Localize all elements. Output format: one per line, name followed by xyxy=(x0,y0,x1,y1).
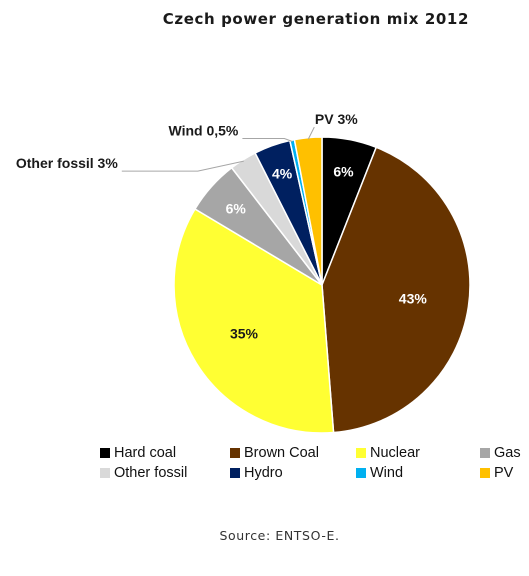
legend-swatch xyxy=(356,448,366,458)
pie-slice-nuclear xyxy=(173,207,335,434)
legend-swatch xyxy=(230,448,240,458)
slice-label-gas: 6% xyxy=(226,200,247,216)
pie-chart: 6% 43% 35% 6% Other fossil 3% 4% Wind 0,5% PV 3… xyxy=(16,111,471,434)
legend: Hard coal Brown Coal Nuclear Gas Other foss… xyxy=(100,443,529,483)
legend-item-pv: PV xyxy=(480,465,529,481)
legend-swatch xyxy=(356,468,366,478)
legend-swatch xyxy=(480,468,490,478)
legend-label: Other fossil xyxy=(114,465,188,481)
leader-line-other-fossil xyxy=(121,160,244,172)
legend-swatch xyxy=(100,448,110,458)
slice-label-pv: PV 3% xyxy=(315,111,358,127)
legend-label: PV xyxy=(494,465,514,481)
chart-title: Czech power generation mix 2012 xyxy=(162,10,469,28)
slice-label-wind: Wind 0,5% xyxy=(169,123,239,139)
legend-swatch xyxy=(480,448,490,458)
slice-label-brown-coal: 43% xyxy=(399,291,428,307)
legend-label: Hard coal xyxy=(114,445,177,461)
legend-label: Gas xyxy=(494,445,521,461)
leader-line-wind xyxy=(242,138,293,142)
legend-item-hard-coal: Hard coal xyxy=(100,445,230,461)
pie-slice-pv xyxy=(293,136,323,286)
leader-line-pv xyxy=(307,126,315,140)
legend-label: Nuclear xyxy=(370,445,420,461)
legend-item-gas: Gas xyxy=(480,445,529,461)
legend-label: Brown Coal xyxy=(244,445,319,461)
slice-labels: 6% 43% 35% 6% Other fossil 3% 4% Wind 0,5% PV 3… xyxy=(16,111,427,341)
pie-slices xyxy=(173,136,471,434)
legend-swatch xyxy=(230,468,240,478)
legend-item-other-fossil: Other fossil xyxy=(100,465,230,481)
pie-slice-brown-coal xyxy=(321,146,471,434)
legend-item-nuclear: Nuclear xyxy=(356,445,480,461)
slice-label-hydro: 4% xyxy=(272,166,293,182)
legend-row: Other fossil Hydro Wind PV xyxy=(100,463,529,483)
slice-label-other-fossil: Other fossil 3% xyxy=(16,155,118,171)
legend-item-brown-coal: Brown Coal xyxy=(230,445,356,461)
leader-lines xyxy=(121,126,315,172)
legend-item-wind: Wind xyxy=(356,465,480,481)
slice-label-hard-coal: 6% xyxy=(333,164,354,180)
source-note: Source: ENTSO-E. xyxy=(219,528,340,543)
legend-swatch xyxy=(100,468,110,478)
legend-row: Hard coal Brown Coal Nuclear Gas xyxy=(100,443,529,463)
slice-label-nuclear: 35% xyxy=(230,325,259,341)
legend-label: Hydro xyxy=(244,465,283,481)
legend-item-hydro: Hydro xyxy=(230,465,356,481)
legend-label: Wind xyxy=(370,465,404,481)
